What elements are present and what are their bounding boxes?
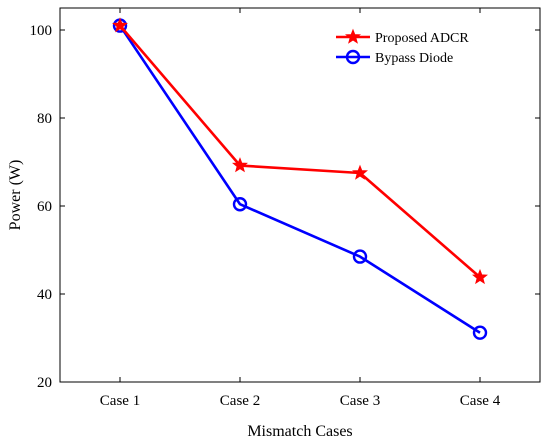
y-tick-label: 40 [37, 287, 52, 303]
legend-marker [345, 49, 361, 65]
series-proposed-adcr [112, 17, 488, 285]
legend-item-bypass-diode: Bypass Diode [336, 49, 453, 66]
x-tick-label: Case 3 [340, 393, 380, 409]
x-tick-label: Case 4 [460, 393, 501, 409]
y-axis-title: Power (W) [7, 160, 24, 231]
y-tick-label: 100 [30, 23, 53, 39]
x-tick-label: Case 1 [100, 393, 140, 409]
data-point-proposed-adcr [112, 17, 128, 33]
plot-area [112, 17, 488, 340]
legend: Proposed ADCR Bypass Diode [336, 28, 469, 66]
plot-frame [59, 7, 541, 383]
data-point-bypass-diode [232, 197, 248, 212]
legend-symbol-bypass-diode [336, 49, 370, 65]
legend-symbol-proposed-adcr [336, 28, 370, 44]
series-bypass-diode [112, 18, 488, 340]
data-point-proposed-adcr [352, 164, 368, 180]
y-tick-label: 80 [37, 111, 52, 127]
y-tick-label: 20 [37, 375, 52, 391]
x-tick-label: Case 2 [220, 393, 260, 409]
series-line-proposed-adcr [119, 24, 481, 279]
data-point-bypass-diode [352, 249, 368, 264]
legend-label-proposed-adcr: Proposed ADCR [375, 31, 469, 46]
x-axis-title: Mismatch Cases [247, 423, 352, 440]
x-axis: Case 1 Case 2 Case 3 Case 4 [100, 8, 501, 409]
data-point-bypass-diode [472, 325, 488, 340]
legend-label-bypass-diode: Bypass Diode [375, 51, 453, 66]
y-tick-label: 60 [37, 199, 52, 215]
y-axis: 20 40 60 80 100 [30, 23, 540, 391]
legend-item-proposed-adcr: Proposed ADCR [336, 28, 469, 46]
data-point-proposed-adcr [472, 268, 488, 285]
series-line-bypass-diode [118, 24, 481, 334]
data-point-proposed-adcr [232, 157, 248, 173]
legend-marker [345, 28, 361, 44]
